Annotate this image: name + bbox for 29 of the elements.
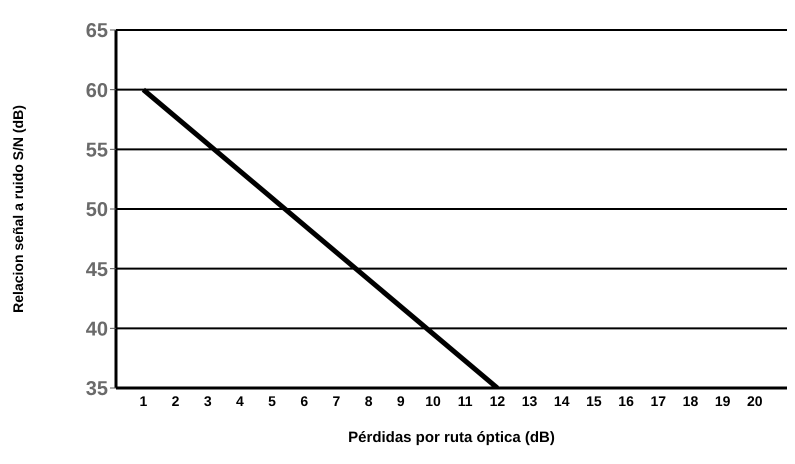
y-tick-label: 65 [86,20,108,42]
x-tick-label: 7 [332,392,341,409]
x-tick-label: 18 [682,392,698,409]
x-tick-label: 14 [554,392,570,409]
x-tick-label: 19 [714,392,731,409]
y-tick-label: 35 [86,378,108,400]
x-tick-label: 11 [458,392,473,409]
y-tick-label: 60 [86,80,108,102]
x-tick-label: 5 [268,392,276,409]
y-tick-label: 55 [86,139,108,162]
x-tick-label: 1 [139,392,148,409]
x-tick-label: 20 [747,392,763,409]
y-tick-label: 45 [86,258,108,281]
x-axis-title: Pérdidas por ruta óptica (dB) [348,429,555,446]
x-tick-label: 10 [425,392,441,409]
x-tick-label: 12 [490,392,506,409]
x-tick-label: 6 [300,392,308,409]
x-tick-label: 15 [586,392,602,409]
x-tick-label: 13 [522,392,538,409]
x-tick-label: 17 [650,392,666,409]
y-tick-label: 50 [86,199,108,222]
x-tick-label: 16 [618,392,634,409]
y-axis-title: Relacion señal a ruido S/N (dB) [10,105,26,313]
x-tick-label: 2 [172,392,180,409]
x-tick-label: 9 [396,392,405,409]
x-tick-label: 8 [364,392,373,409]
x-tick-label: 3 [204,392,212,409]
x-tick-label: 4 [236,392,244,409]
y-tick-label: 40 [86,318,108,340]
